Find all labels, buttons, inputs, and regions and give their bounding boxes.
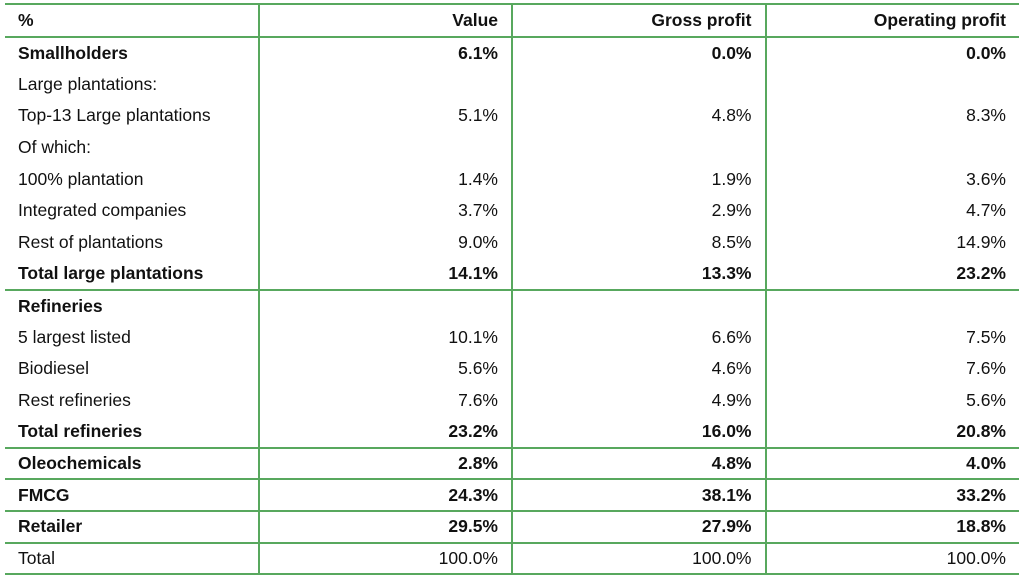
row-label-cell: Total refineries [5, 416, 259, 449]
table-row: Biodiesel 5.6% 4.6% 7.6% [5, 352, 1019, 385]
operating-profit-cell: 20.8% [764, 416, 1019, 449]
gross-profit-cell [511, 289, 766, 322]
table-row: Refineries [5, 289, 1019, 322]
gross-profit-cell: 4.9% [511, 384, 766, 417]
row-label-cell: Rest refineries [18, 389, 131, 410]
row-label-cell: Oleochemicals [5, 447, 259, 481]
row-label-cell: Biodiesel [18, 358, 90, 379]
table-row: Rest of plantations 9.0% 8.5% 14.9% [5, 226, 1019, 259]
gross-profit-cell: 8.5% [511, 226, 766, 259]
operating-profit-cell [764, 131, 1019, 164]
operating-profit-cell: 4.7% [764, 194, 1019, 227]
table-header: % Value Gross profit Operating profit [5, 4, 1019, 38]
gross-profit-cell: 6.6% [511, 321, 766, 353]
column-header-value: Value [257, 4, 512, 38]
value-cell: 29.5% [257, 510, 512, 544]
table-row: Top-13 Large plantations 5.1% 4.8% 8.3% [5, 100, 1019, 132]
table-row: Total 100.0% 100.0% 100.0% [5, 542, 1019, 575]
value-cell: 24.3% [257, 479, 512, 512]
gross-profit-cell: 4.8% [511, 100, 766, 132]
value-cell [257, 131, 512, 164]
gross-profit-cell: 4.6% [511, 352, 766, 385]
operating-profit-cell: 100.0% [764, 542, 1019, 575]
value-cell [257, 289, 512, 322]
gross-profit-cell: 13.3% [511, 258, 766, 291]
table-row: Rest refineries 7.6% 4.9% 5.6% [5, 384, 1019, 417]
row-label-cell: Of which: [18, 137, 91, 158]
row-label-cell: Total [18, 547, 55, 568]
operating-profit-cell: 7.5% [764, 321, 1019, 353]
table-body: Smallholders 6.1% 0.0% 0.0% Large plantation… [5, 37, 1019, 575]
value-cell: 7.6% [257, 384, 512, 417]
table-row: Retailer 29.5% 27.9% 18.8% [5, 510, 1019, 544]
operating-profit-cell: 5.6% [764, 384, 1019, 417]
operating-profit-cell: 8.3% [764, 100, 1019, 132]
operating-profit-cell: 18.8% [764, 510, 1019, 544]
gross-profit-cell: 38.1% [511, 479, 766, 512]
header-row: % Value Gross profit Operating profit [5, 4, 1019, 38]
gross-profit-cell: 0.0% [511, 37, 766, 69]
column-header-percent: % [5, 4, 259, 38]
gross-profit-cell: 4.8% [511, 447, 766, 481]
row-label-cell: 100% plantation [18, 168, 144, 189]
table-row: Total large plantations 14.1% 13.3% 23.2% [5, 258, 1019, 291]
table-row: Oleochemicals 2.8% 4.8% 4.0% [5, 447, 1019, 481]
value-cell: 3.7% [257, 194, 512, 227]
value-cell: 5.6% [257, 352, 512, 385]
value-cell: 100.0% [257, 542, 512, 575]
value-cell: 23.2% [257, 416, 512, 449]
column-header-gross-profit: Gross profit [511, 4, 766, 38]
row-label-cell: Refineries [18, 295, 103, 316]
operating-profit-cell: 0.0% [764, 37, 1019, 69]
table-row: FMCG 24.3% 38.1% 33.2% [5, 479, 1019, 512]
operating-profit-cell: 14.9% [764, 226, 1019, 259]
operating-profit-cell: 33.2% [764, 479, 1019, 512]
gross-profit-cell [511, 131, 766, 164]
value-cell [257, 68, 512, 101]
operating-profit-cell [764, 68, 1019, 101]
operating-profit-cell: 4.0% [764, 447, 1019, 481]
row-label-cell: Smallholders [18, 42, 128, 63]
value-cell: 9.0% [257, 226, 512, 259]
gross-profit-cell: 2.9% [511, 194, 766, 227]
value-cell: 6.1% [257, 37, 512, 69]
row-label-cell: FMCG [5, 479, 259, 512]
table-row: Total refineries 23.2% 16.0% 20.8% [5, 416, 1019, 449]
value-cell: 1.4% [257, 163, 512, 195]
column-header-operating-profit: Operating profit [764, 4, 1019, 38]
operating-profit-cell [764, 289, 1019, 322]
row-label-cell: Rest of plantations [18, 231, 163, 252]
row-label-cell: Integrated companies [18, 200, 187, 221]
row-label-cell: Retailer [5, 510, 259, 544]
value-cell: 10.1% [257, 321, 512, 353]
table-row: 100% plantation 1.4% 1.9% 3.6% [5, 163, 1019, 195]
gross-profit-cell [511, 68, 766, 101]
table-row: Of which: [5, 131, 1019, 164]
value-cell: 14.1% [257, 258, 512, 291]
profit-distribution-table-container: % Value Gross profit Operating profit Sm… [5, 3, 1019, 576]
operating-profit-cell: 3.6% [764, 163, 1019, 195]
row-label-cell: Total large plantations [5, 258, 259, 291]
table-row: 5 largest listed 10.1% 6.6% 7.5% [5, 321, 1019, 353]
value-cell: 2.8% [257, 447, 512, 481]
operating-profit-cell: 23.2% [764, 258, 1019, 291]
table-row: Large plantations: [5, 68, 1019, 101]
value-cell: 5.1% [257, 100, 512, 132]
gross-profit-cell: 16.0% [511, 416, 766, 449]
row-label-cell: Top-13 Large plantations [18, 105, 211, 126]
table-row: Smallholders 6.1% 0.0% 0.0% [5, 37, 1019, 69]
row-label-cell: Large plantations: [18, 73, 158, 94]
table-row: Integrated companies 3.7% 2.9% 4.7% [5, 194, 1019, 227]
gross-profit-cell: 1.9% [511, 163, 766, 195]
gross-profit-cell: 100.0% [511, 542, 766, 575]
row-label-cell: 5 largest listed [18, 326, 131, 347]
profit-distribution-table: % Value Gross profit Operating profit Sm… [5, 3, 1019, 576]
operating-profit-cell: 7.6% [764, 352, 1019, 385]
gross-profit-cell: 27.9% [511, 510, 766, 544]
